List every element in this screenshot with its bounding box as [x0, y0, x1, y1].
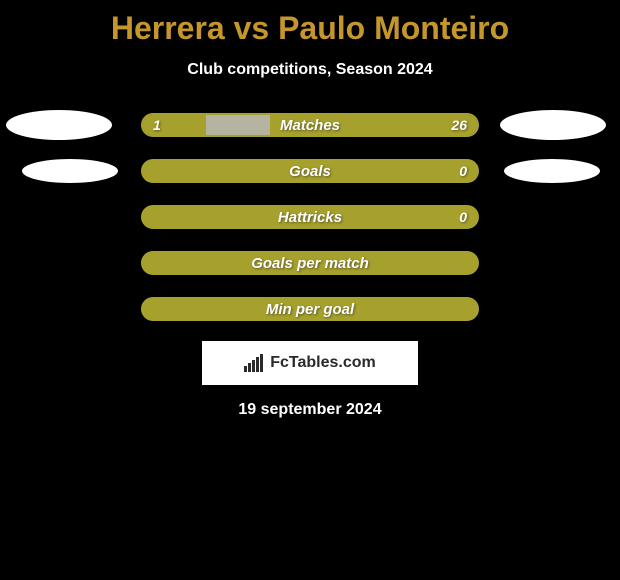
stat-label: Matches — [280, 117, 340, 134]
brand-text: FcTables.com — [270, 354, 376, 372]
stat-bar: 1 Matches 26 — [141, 113, 479, 137]
comparison-rows: 1 Matches 26 Goals 0 Hattricks 0 Goals per matc… — [0, 113, 620, 321]
player-right-avatar — [504, 159, 600, 183]
stat-row: Goals 0 — [0, 159, 620, 183]
stat-bar: Goals per match — [141, 251, 479, 275]
stat-bar: Hattricks 0 — [141, 205, 479, 229]
stat-right-value: 0 — [459, 163, 467, 179]
stat-bar: Min per goal — [141, 297, 479, 321]
footer-brand-box: FcTables.com — [202, 341, 418, 385]
stat-row: Hattricks 0 — [0, 205, 620, 229]
stat-label: Goals — [289, 163, 331, 180]
player-left-avatar — [6, 110, 112, 140]
stat-label: Goals per match — [251, 255, 369, 272]
page-subtitle: Club competitions, Season 2024 — [0, 61, 620, 79]
stat-left-value: 1 — [153, 117, 161, 133]
brand-suffix: Tables.com — [289, 354, 376, 371]
brand-prefix: Fc — [270, 354, 289, 371]
stat-row: Goals per match — [0, 251, 620, 275]
stat-right-value: 0 — [459, 209, 467, 225]
stat-row: Min per goal — [0, 297, 620, 321]
page-title: Herrera vs Paulo Monteiro — [0, 0, 620, 47]
footer-date: 19 september 2024 — [0, 401, 620, 419]
bars-icon — [244, 354, 266, 372]
stat-right-value: 26 — [451, 117, 467, 133]
player-right-avatar — [500, 110, 606, 140]
brand-logo: FcTables.com — [244, 354, 376, 372]
stat-label: Hattricks — [278, 209, 342, 226]
stat-label: Min per goal — [266, 301, 354, 318]
player-left-avatar — [22, 159, 118, 183]
stat-bar: Goals 0 — [141, 159, 479, 183]
stat-row: 1 Matches 26 — [0, 113, 620, 137]
